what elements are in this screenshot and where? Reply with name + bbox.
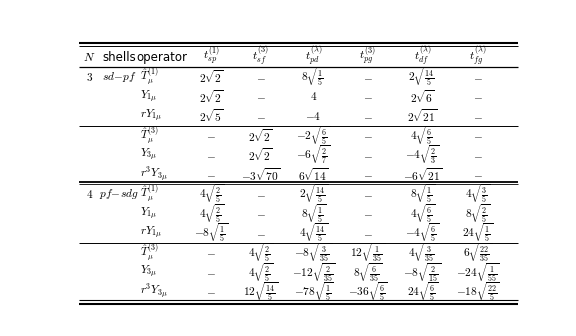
- Text: $t_{pd}^{(\lambda)}$: $t_{pd}^{(\lambda)}$: [305, 45, 323, 70]
- Text: $-$: $-$: [206, 287, 216, 297]
- Text: $24\sqrt{\frac{6}{5}}$: $24\sqrt{\frac{6}{5}}$: [407, 280, 438, 303]
- Text: $8\sqrt{\frac{6}{35}}$: $8\sqrt{\frac{6}{35}}$: [353, 261, 382, 284]
- Text: $-6\sqrt{21}$: $-6\sqrt{21}$: [403, 166, 442, 183]
- Text: $-$: $-$: [473, 91, 483, 101]
- Text: $\hat{T}^{(1)}_{\mu}$: $\hat{T}^{(1)}_{\mu}$: [140, 66, 158, 88]
- Text: $-4\sqrt{\frac{6}{5}}$: $-4\sqrt{\frac{6}{5}}$: [406, 222, 439, 245]
- Text: $4\sqrt{\frac{2}{5}}$: $4\sqrt{\frac{2}{5}}$: [248, 241, 273, 264]
- Text: $-$: $-$: [363, 189, 373, 199]
- Text: $6\sqrt{\frac{22}{35}}$: $6\sqrt{\frac{22}{35}}$: [463, 241, 492, 264]
- Text: $-$: $-$: [256, 111, 266, 121]
- Text: $2\sqrt{\frac{14}{5}}$: $2\sqrt{\frac{14}{5}}$: [299, 183, 328, 205]
- Text: $t_{sf}^{(3)}$: $t_{sf}^{(3)}$: [252, 45, 269, 70]
- Text: $2\sqrt{2}$: $2\sqrt{2}$: [248, 146, 273, 163]
- Text: $12\sqrt{\frac{14}{5}}$: $12\sqrt{\frac{14}{5}}$: [243, 280, 278, 303]
- Text: $-8\sqrt{\frac{3}{35}}$: $-8\sqrt{\frac{3}{35}}$: [294, 241, 332, 264]
- Text: $4\sqrt{\frac{2}{5}}$: $4\sqrt{\frac{2}{5}}$: [199, 183, 224, 205]
- Text: $-$: $-$: [206, 170, 216, 179]
- Text: $2\sqrt{21}$: $2\sqrt{21}$: [407, 108, 438, 124]
- Text: $8\sqrt{\frac{2}{5}}$: $8\sqrt{\frac{2}{5}}$: [465, 202, 490, 225]
- Text: $-$: $-$: [363, 72, 373, 82]
- Text: $-8\sqrt{\frac{2}{15}}$: $-8\sqrt{\frac{2}{15}}$: [403, 261, 442, 284]
- Text: $4\sqrt{\frac{6}{5}}$: $4\sqrt{\frac{6}{5}}$: [410, 124, 435, 147]
- Text: $t_{sp}^{(1)}$: $t_{sp}^{(1)}$: [203, 46, 220, 68]
- Text: $t_{df}^{(\lambda)}$: $t_{df}^{(\lambda)}$: [414, 45, 431, 70]
- Text: $Y_{1\mu}$: $Y_{1\mu}$: [140, 205, 157, 222]
- Text: $-8\sqrt{\frac{1}{5}}$: $-8\sqrt{\frac{1}{5}}$: [194, 222, 229, 245]
- Text: $4\sqrt{\frac{3}{35}}$: $4\sqrt{\frac{3}{35}}$: [408, 241, 437, 264]
- Text: $-24\sqrt{\frac{1}{55}}$: $-24\sqrt{\frac{1}{55}}$: [456, 261, 499, 284]
- Text: $-3\sqrt{70}$: $-3\sqrt{70}$: [241, 166, 281, 183]
- Text: $rY_{1\mu}$: $rY_{1\mu}$: [140, 225, 162, 241]
- Text: $4\sqrt{\frac{6}{5}}$: $4\sqrt{\frac{6}{5}}$: [410, 202, 435, 225]
- Text: $N$: $N$: [83, 51, 96, 64]
- Text: $pf\!-\!sdg$: $pf\!-\!sdg$: [99, 187, 139, 201]
- Text: $-$: $-$: [256, 228, 266, 238]
- Text: $-$: $-$: [473, 170, 483, 179]
- Text: $4\sqrt{\frac{2}{5}}$: $4\sqrt{\frac{2}{5}}$: [199, 202, 224, 225]
- Text: $-4$: $-4$: [305, 110, 321, 122]
- Text: $-18\sqrt{\frac{22}{5}}$: $-18\sqrt{\frac{22}{5}}$: [456, 280, 499, 303]
- Text: $-$: $-$: [206, 248, 216, 258]
- Text: $6\sqrt{14}$: $6\sqrt{14}$: [298, 166, 329, 183]
- Text: $12\sqrt{\frac{1}{35}}$: $12\sqrt{\frac{1}{35}}$: [350, 241, 385, 264]
- Text: $Y_{3\mu}$: $Y_{3\mu}$: [140, 264, 157, 281]
- Text: $4\sqrt{\frac{2}{5}}$: $4\sqrt{\frac{2}{5}}$: [248, 261, 273, 284]
- Text: $-12\sqrt{\frac{2}{35}}$: $-12\sqrt{\frac{2}{35}}$: [291, 261, 335, 284]
- Text: $4$: $4$: [86, 188, 93, 200]
- Text: $\hat{T}^{(3)}_{\mu}$: $\hat{T}^{(3)}_{\mu}$: [140, 124, 158, 147]
- Text: $-$: $-$: [363, 91, 373, 101]
- Text: shells: shells: [102, 51, 136, 64]
- Text: $-$: $-$: [256, 189, 266, 199]
- Text: $-4\sqrt{\frac{2}{3}}$: $-4\sqrt{\frac{2}{3}}$: [406, 144, 439, 166]
- Text: $\hat{T}^{(3)}_{\mu}$: $\hat{T}^{(3)}_{\mu}$: [140, 241, 158, 264]
- Text: $8\sqrt{\frac{1}{5}}$: $8\sqrt{\frac{1}{5}}$: [410, 183, 435, 205]
- Text: $8\sqrt{\frac{1}{5}}$: $8\sqrt{\frac{1}{5}}$: [301, 66, 326, 88]
- Text: $-$: $-$: [473, 72, 483, 82]
- Text: $-$: $-$: [256, 209, 266, 219]
- Text: $-$: $-$: [363, 111, 373, 121]
- Text: $Y_{1\mu}$: $Y_{1\mu}$: [140, 88, 157, 105]
- Text: $-6\sqrt{\frac{2}{7}}$: $-6\sqrt{\frac{2}{7}}$: [297, 144, 331, 166]
- Text: $4\sqrt{\frac{3}{5}}$: $4\sqrt{\frac{3}{5}}$: [465, 183, 490, 205]
- Text: $2\sqrt{2}$: $2\sqrt{2}$: [199, 88, 223, 105]
- Text: $2\sqrt{\frac{14}{5}}$: $2\sqrt{\frac{14}{5}}$: [408, 66, 437, 88]
- Text: operator: operator: [137, 51, 187, 64]
- Text: $-36\sqrt{\frac{6}{5}}$: $-36\sqrt{\frac{6}{5}}$: [348, 280, 388, 303]
- Text: $r^{3}Y_{3\mu}$: $r^{3}Y_{3\mu}$: [140, 282, 168, 301]
- Text: $-$: $-$: [363, 130, 373, 140]
- Text: $-$: $-$: [206, 150, 216, 160]
- Text: $-$: $-$: [206, 130, 216, 140]
- Text: $8\sqrt{\frac{1}{5}}$: $8\sqrt{\frac{1}{5}}$: [301, 202, 326, 225]
- Text: $-$: $-$: [363, 150, 373, 160]
- Text: $rY_{1\mu}$: $rY_{1\mu}$: [140, 108, 162, 124]
- Text: $4$: $4$: [310, 90, 317, 102]
- Text: $-$: $-$: [363, 228, 373, 238]
- Text: $\hat{T}^{(1)}_{\mu}$: $\hat{T}^{(1)}_{\mu}$: [140, 183, 158, 205]
- Text: $t_{fg}^{(\lambda)}$: $t_{fg}^{(\lambda)}$: [469, 45, 487, 70]
- Text: $-$: $-$: [363, 209, 373, 219]
- Text: $-$: $-$: [473, 111, 483, 121]
- Text: $-$: $-$: [473, 130, 483, 140]
- Text: $Y_{3\mu}$: $Y_{3\mu}$: [140, 147, 157, 163]
- Text: $3$: $3$: [86, 71, 93, 83]
- Text: $-$: $-$: [206, 267, 216, 277]
- Text: $2\sqrt{6}$: $2\sqrt{6}$: [410, 88, 435, 105]
- Text: $-78\sqrt{\frac{1}{5}}$: $-78\sqrt{\frac{1}{5}}$: [294, 280, 334, 303]
- Text: $24\sqrt{\frac{1}{5}}$: $24\sqrt{\frac{1}{5}}$: [462, 222, 493, 245]
- Text: $2\sqrt{5}$: $2\sqrt{5}$: [199, 108, 223, 124]
- Text: $2\sqrt{2}$: $2\sqrt{2}$: [248, 127, 273, 144]
- Text: $4\sqrt{\frac{14}{5}}$: $4\sqrt{\frac{14}{5}}$: [299, 222, 328, 245]
- Text: $-$: $-$: [256, 72, 266, 82]
- Text: $r^{3}Y_{3\mu}$: $r^{3}Y_{3\mu}$: [140, 165, 168, 184]
- Text: $t_{pg}^{(3)}$: $t_{pg}^{(3)}$: [359, 46, 376, 68]
- Text: $-2\sqrt{\frac{6}{5}}$: $-2\sqrt{\frac{6}{5}}$: [297, 124, 331, 147]
- Text: $-$: $-$: [473, 150, 483, 160]
- Text: $-$: $-$: [256, 91, 266, 101]
- Text: $2\sqrt{2}$: $2\sqrt{2}$: [199, 69, 223, 85]
- Text: $-$: $-$: [363, 170, 373, 179]
- Text: $sd\!-\!pf$: $sd\!-\!pf$: [102, 70, 137, 84]
